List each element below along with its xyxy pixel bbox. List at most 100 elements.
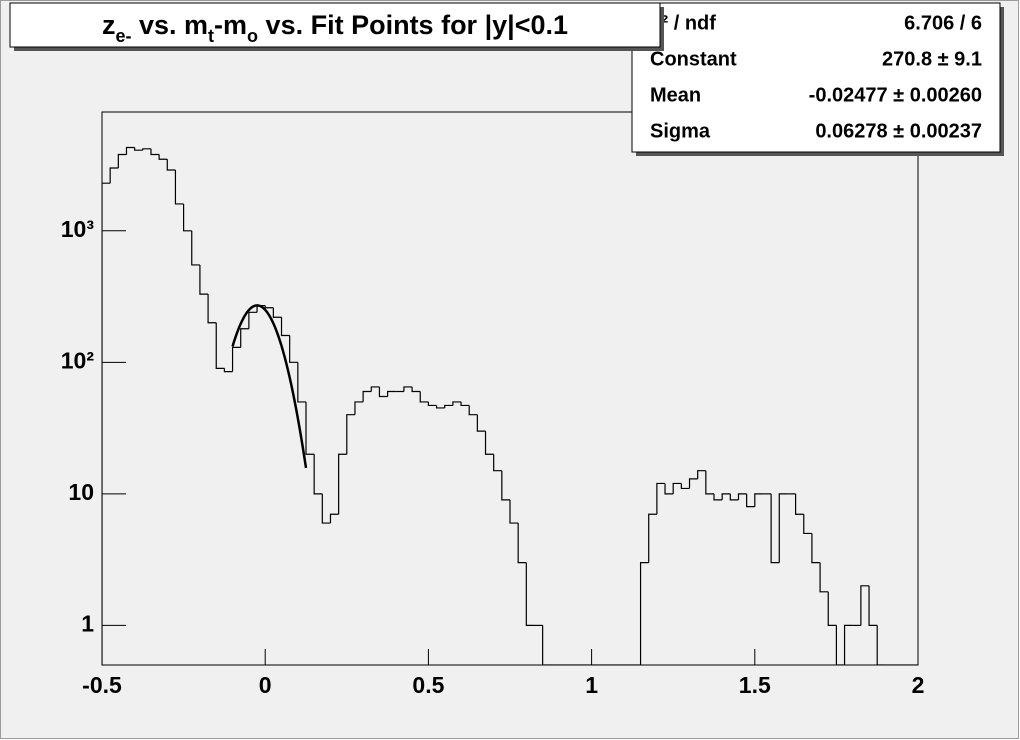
histogram-bin [721, 493, 731, 500]
histogram-bin [688, 478, 698, 489]
histogram-bin [835, 625, 845, 665]
chart-title: ze- vs. mt-mo vs. Fit Points for |y|<0.1 [102, 10, 568, 46]
x-tick-label: 2 [912, 672, 925, 698]
histogram-bin [305, 401, 315, 455]
title-part: vs. Fit Points for |y|<0.1 [258, 10, 568, 40]
histogram-bin [191, 230, 200, 266]
histogram-bin [102, 182, 111, 665]
histogram-bin [354, 401, 364, 415]
histogram-bin [868, 585, 878, 627]
histogram-bin [697, 470, 706, 479]
histogram-bin [338, 453, 347, 515]
histogram-bin [876, 625, 886, 665]
histogram-bin [183, 203, 192, 232]
histogram-bin [427, 401, 437, 407]
y-tick-label: 1 [81, 610, 94, 636]
histogram-bin [166, 159, 176, 171]
histogram-bin [648, 513, 657, 563]
histogram-bin [460, 401, 470, 407]
histogram-bin [705, 470, 714, 495]
histogram-bin [370, 386, 380, 392]
histogram-bin [746, 493, 755, 508]
fit-curve [231, 304, 308, 469]
stats-label: Mean [650, 84, 701, 106]
title-part: t [208, 26, 214, 46]
y-tick-label: 10 [68, 479, 94, 505]
histogram-bin [737, 493, 747, 500]
axes: -0.5 0 0.5 1 1.5 2 1 10 10² 10³ [61, 216, 925, 698]
histogram-bin [860, 585, 870, 626]
histogram-bin [207, 294, 217, 324]
title-part: z [102, 10, 116, 40]
histogram-bin [729, 493, 739, 501]
stats-value: -0.02477 ± 0.00260 [809, 84, 982, 106]
histogram-bin [435, 405, 445, 409]
histogram-bin [264, 305, 274, 309]
histogram-bin [174, 169, 184, 205]
histogram-bin [468, 405, 478, 416]
histogram-bin [248, 311, 258, 329]
histogram-bin [158, 154, 168, 160]
y-tick-label: 10³ [61, 216, 95, 242]
histogram-bin [150, 148, 160, 156]
histogram-bin [525, 562, 535, 627]
histogram-bin [387, 390, 396, 397]
x-tick-label: 1 [585, 672, 598, 698]
histogram-bin [672, 482, 682, 494]
histogram-bin [411, 386, 421, 393]
histogram-bin [493, 454, 502, 472]
histogram-bin [713, 493, 723, 501]
histogram-bin [509, 499, 519, 524]
histogram-bin [272, 307, 282, 318]
stats-box: χ² / ndf 6.706 / 6 Constant 270.8 ± 9.1 Me… [631, 2, 1004, 156]
histogram-bin [109, 167, 119, 184]
histogram-bin [843, 624, 853, 665]
histogram-bin [664, 483, 674, 495]
histogram-bin [476, 414, 486, 432]
stats-value: 0.06278 ± 0.00237 [815, 120, 982, 142]
histogram-bin [484, 431, 494, 455]
plot-frame [101, 111, 919, 666]
histogram-bin [419, 391, 429, 403]
histogram-bin [827, 591, 837, 627]
histogram-bin [199, 264, 209, 295]
histogram-bin [754, 493, 763, 507]
histogram-bin [142, 148, 151, 151]
histogram-bin [117, 153, 127, 169]
histogram-bin [329, 513, 339, 524]
histogram-bin [289, 335, 298, 363]
stats-value: 270.8 ± 9.1 [882, 48, 982, 70]
title-part: vs. m [132, 10, 209, 40]
stats-panel [631, 2, 1001, 153]
histogram-bin [770, 493, 780, 564]
y-tick-label: 10² [61, 347, 95, 373]
histogram-bin [313, 454, 323, 495]
histogram-bin [231, 346, 241, 372]
histogram-bin [297, 362, 306, 403]
title-part: o [247, 26, 258, 46]
histogram-bin [501, 470, 510, 501]
histogram-bin [378, 386, 388, 398]
histogram-bin [215, 322, 225, 369]
stats-value: 6.706 / 6 [904, 12, 982, 34]
title-part: e- [115, 26, 131, 46]
histogram-bin [680, 483, 690, 490]
histogram-bin [452, 401, 462, 406]
stats-label: χ² / ndf [650, 12, 716, 34]
histogram-bin [803, 514, 812, 535]
title-box: ze- vs. mt-mo vs. Fit Points for |y|<0.1 [9, 2, 664, 51]
histogram-bin [639, 562, 649, 665]
stats-label: Constant [650, 48, 737, 70]
histogram-bin [778, 493, 788, 563]
x-tick-label: 0.5 [412, 672, 444, 698]
histogram-bin [346, 414, 355, 455]
title-panel [9, 2, 661, 48]
x-tick-label: -0.5 [82, 672, 122, 698]
histogram-bin [542, 625, 551, 665]
histogram-bin [280, 317, 290, 337]
histogram-bin [362, 390, 372, 402]
histogram-bin [321, 493, 331, 524]
histogram-bin [517, 523, 527, 564]
